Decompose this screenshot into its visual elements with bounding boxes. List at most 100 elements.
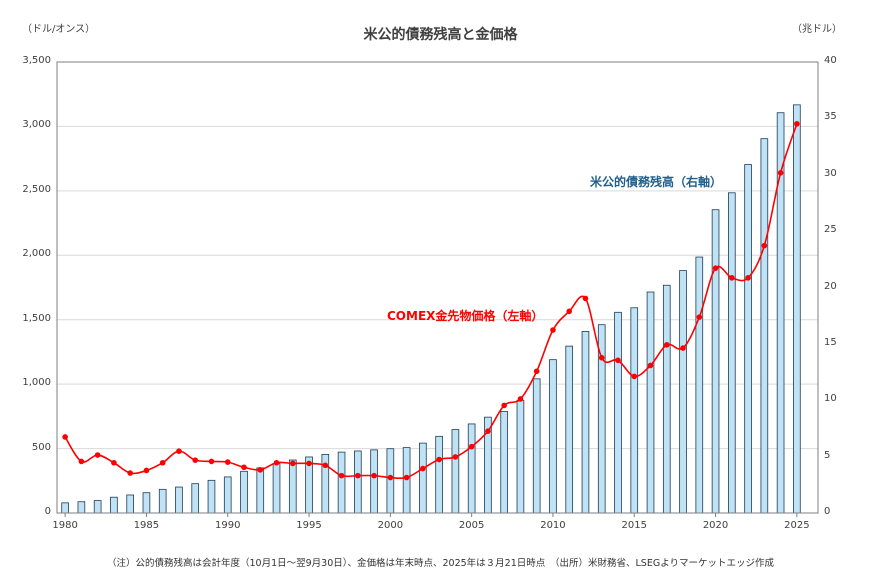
gold-line-path bbox=[64, 123, 798, 480]
gold-point bbox=[615, 357, 621, 364]
debt-bar bbox=[419, 442, 427, 514]
right-tick-label: 20 bbox=[824, 280, 837, 292]
debt-bar bbox=[711, 209, 720, 514]
debt-bar bbox=[581, 331, 590, 514]
debt-bar bbox=[370, 449, 378, 514]
gold-point bbox=[501, 402, 507, 409]
debt-bar bbox=[467, 423, 476, 514]
gold-point bbox=[306, 460, 312, 467]
left-axis-unit: （ドル/オンス） bbox=[22, 24, 96, 35]
gold-line bbox=[62, 121, 800, 481]
right-tick-label: 5 bbox=[824, 449, 831, 461]
gold-point bbox=[566, 308, 573, 315]
debt-bar bbox=[744, 164, 752, 514]
debt-bar bbox=[158, 488, 167, 514]
gold-point bbox=[257, 467, 264, 473]
gold-point bbox=[322, 462, 329, 469]
debt-bar bbox=[256, 467, 265, 514]
gold-point bbox=[794, 121, 800, 127]
debt-bar bbox=[142, 492, 151, 514]
chart-title: 米公的債務残高と金価格 bbox=[363, 27, 518, 43]
right-axis-unit: （兆ドル） bbox=[792, 24, 842, 35]
debt-bar bbox=[191, 483, 200, 514]
gold-point bbox=[777, 170, 784, 176]
left-tick-label: 3,500 bbox=[22, 55, 51, 66]
debt-bar bbox=[223, 476, 232, 514]
gold-point bbox=[452, 454, 459, 460]
gold-point bbox=[663, 342, 670, 348]
debt-bar bbox=[500, 411, 508, 514]
gold-point bbox=[403, 474, 410, 481]
gold-point bbox=[598, 354, 605, 361]
debt-bar bbox=[126, 494, 134, 514]
debt-bar bbox=[272, 462, 281, 514]
right-tick-label: 35 bbox=[824, 111, 837, 123]
plot-frame bbox=[56, 61, 819, 517]
left-tick-label: 0 bbox=[44, 506, 51, 517]
gold-point bbox=[127, 470, 133, 476]
left-tick-label: 1,500 bbox=[22, 312, 51, 324]
right-tick-label: 0 bbox=[824, 506, 831, 517]
debt-bar bbox=[695, 256, 704, 514]
right-tick-label: 15 bbox=[824, 336, 837, 348]
x-tick-label: 2015 bbox=[621, 520, 647, 531]
gold-point bbox=[192, 457, 199, 463]
debt-bar bbox=[207, 479, 216, 514]
x-tick-label: 1985 bbox=[133, 520, 160, 531]
gold-point bbox=[729, 275, 735, 281]
gold-point bbox=[550, 327, 556, 333]
debt-bar bbox=[93, 500, 102, 514]
debt-bar bbox=[451, 429, 460, 514]
debt-bar bbox=[565, 345, 574, 514]
debt-bar bbox=[646, 291, 655, 514]
plot-border bbox=[56, 61, 819, 514]
debt-bar bbox=[175, 486, 183, 514]
debt-bar bbox=[793, 104, 801, 514]
debt-bar bbox=[77, 501, 86, 514]
gold-point bbox=[631, 373, 638, 380]
debt-bar bbox=[516, 399, 525, 514]
gold-point bbox=[78, 458, 85, 465]
gold-point bbox=[224, 459, 231, 465]
gold-point bbox=[745, 275, 751, 281]
gold-point bbox=[582, 295, 589, 302]
gold-point bbox=[176, 448, 182, 454]
right-tick-label: 25 bbox=[824, 224, 837, 236]
x-tick-label: 1990 bbox=[215, 520, 241, 531]
debt-bar bbox=[679, 270, 687, 514]
left-tick-label: 2,000 bbox=[22, 248, 51, 260]
x-tick-label: 2020 bbox=[702, 520, 729, 531]
gold-point bbox=[420, 465, 426, 472]
debt-bar bbox=[549, 359, 557, 514]
left-tick-label: 500 bbox=[31, 441, 51, 453]
debt-series-label: 米公的債務残高（右軸） bbox=[590, 175, 723, 189]
gold-point bbox=[533, 368, 540, 375]
gold-point bbox=[143, 467, 150, 474]
gold-point bbox=[468, 443, 475, 450]
debt-bar bbox=[435, 435, 443, 514]
debt-bar bbox=[532, 378, 541, 514]
x-tick-label: 2000 bbox=[377, 520, 404, 531]
debt-bar bbox=[760, 138, 769, 514]
gold-point bbox=[517, 396, 524, 402]
gold-point bbox=[159, 459, 166, 466]
gold-point bbox=[338, 472, 345, 479]
x-tick-label: 1980 bbox=[52, 520, 78, 531]
gold-point bbox=[485, 428, 491, 434]
gold-point bbox=[241, 464, 247, 471]
gold-point bbox=[62, 434, 68, 440]
x-tick-label: 2010 bbox=[540, 520, 566, 531]
debt-bar bbox=[110, 496, 118, 514]
gold-point bbox=[680, 345, 686, 351]
gold-point bbox=[289, 460, 296, 467]
footnote: （注）公的債務残高は会計年度（10月1日～翌9月30日）、金価格は年末時点、20… bbox=[106, 558, 775, 569]
right-tick-label: 30 bbox=[824, 167, 837, 179]
gold-series-label: COMEX金先物価格（左軸） bbox=[387, 309, 544, 323]
debt-bar bbox=[337, 451, 346, 514]
gold-point bbox=[387, 474, 394, 481]
debt-bar bbox=[354, 450, 362, 514]
gold-point bbox=[696, 314, 703, 320]
gridlines bbox=[57, 61, 818, 450]
x-tick-label: 2025 bbox=[784, 520, 810, 531]
